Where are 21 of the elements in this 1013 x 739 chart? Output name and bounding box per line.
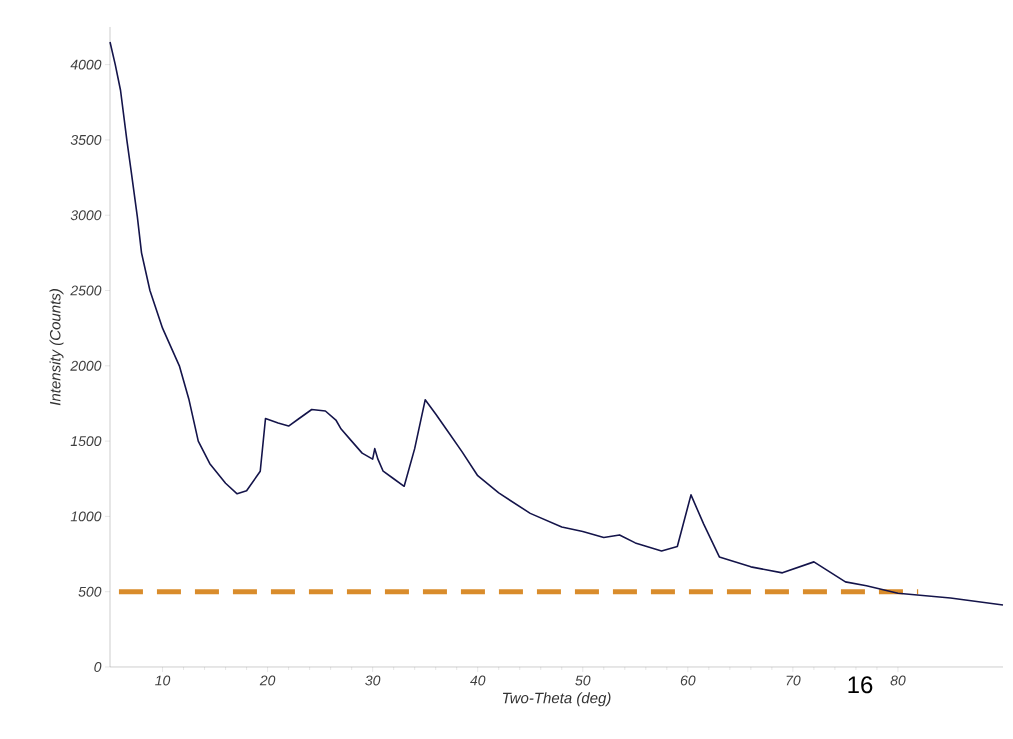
x-tick-label: 60: [680, 675, 696, 686]
y-tick-label: 3000: [70, 210, 102, 221]
x-tick-label: 20: [259, 675, 276, 686]
x-tick-label: 10: [155, 675, 171, 686]
x-tick-label: 30: [365, 675, 381, 686]
y-tick-label: 0: [94, 662, 102, 672]
x-tick-label: 50: [575, 675, 591, 686]
x-tick-label: 70: [786, 675, 801, 686]
y-tick-label: 500: [78, 586, 102, 597]
y-tick-label: 1500: [70, 436, 102, 447]
y-tick-label: 2500: [70, 285, 102, 296]
x-axis-title: Two-Theta (deg): [502, 692, 611, 707]
y-tick-label: 4000: [70, 59, 102, 70]
text: 16: [848, 676, 873, 694]
y-tick-label: 2000: [70, 360, 102, 371]
y-axis-title: Intensity (Counts): [49, 289, 64, 406]
y-tick-label: 1000: [70, 511, 102, 522]
line-series: [109, 41, 1004, 606]
x-tick-label: 40: [470, 675, 486, 686]
x-tick-label: 80: [890, 675, 906, 686]
y-tick-label: 3500: [70, 134, 102, 145]
